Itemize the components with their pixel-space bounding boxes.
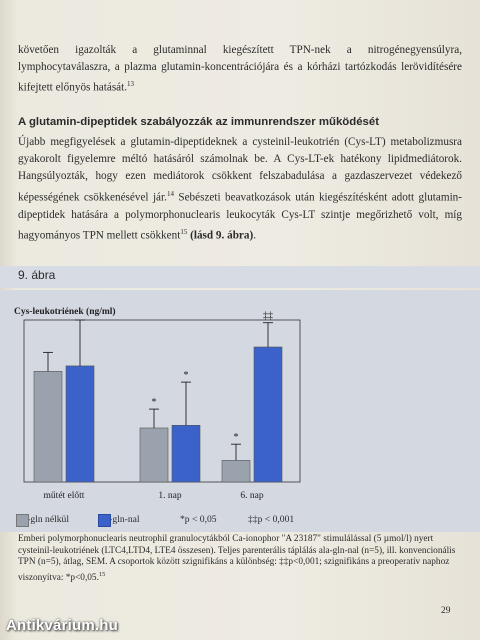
- paragraph-1-reference: 14: [166, 189, 174, 198]
- paragraph-2-reference: 15: [180, 227, 188, 236]
- category-label-2: 6. nap: [240, 491, 263, 501]
- legend-item-gray: ala-gln nélkül: [16, 514, 70, 527]
- annotation-1-1: *: [184, 370, 189, 381]
- category-label-1: 1. nap: [158, 491, 181, 501]
- paragraph-1: Újabb megfigyelések a glutamin-dipeptide…: [18, 134, 462, 245]
- intro-reference: 13: [127, 80, 135, 89]
- intro-text: követően igazolták a glutaminnal kiegész…: [18, 44, 462, 95]
- bar-2-0: [221, 460, 251, 483]
- bar-1-0: [139, 427, 169, 483]
- legend: ala-gln nélkül ala-gln-nal *p < 0,05 ‡‡p…: [16, 514, 456, 528]
- legend-label-gray: ala-gln nélkül: [16, 514, 70, 525]
- legend-label-blue: ala-gln-nal: [98, 514, 140, 525]
- legend-swatch-gray: [16, 514, 29, 527]
- legend-item-blue: ala-gln-nal: [98, 514, 140, 527]
- annotation-2-1: ‡‡: [263, 311, 273, 322]
- body-text: Újabb megfigyelések a glutamin-dipeptide…: [18, 134, 462, 245]
- caption-reference: 15: [98, 570, 106, 578]
- legend-significance-1: *p < 0,05: [180, 514, 217, 525]
- figure-label: 9. ábra: [18, 268, 56, 282]
- figure-header-band: [0, 266, 480, 288]
- bars-group: * * * ‡‡: [33, 311, 283, 483]
- bar-chart: Cys-leukotriének (ng/ml) * * * ‡‡ műtét elő…: [14, 306, 301, 501]
- category-labels: műtét előtt 1. nap 6. nap: [44, 491, 264, 501]
- paragraph-1-text: Újabb megfigyelések a glutamin-dipeptide…: [18, 136, 462, 204]
- paragraph-2-end: .: [253, 229, 256, 242]
- legend-swatch-blue: [98, 514, 111, 527]
- legend-significance-2: ‡‡p < 0,001: [248, 514, 295, 525]
- bar-0-0: [33, 371, 63, 483]
- intro-paragraph: követően igazolták a glutaminnal kiegész…: [18, 42, 462, 97]
- category-label-0: műtét előtt: [44, 491, 85, 501]
- paragraph-2-text: Sebészeti beavatkozások után kiegészítés…: [18, 191, 463, 242]
- annotation-1-0: *: [152, 397, 157, 408]
- figure-caption: Emberi polymorphonuclearis neutrophil gr…: [18, 534, 458, 584]
- page-number: 29: [441, 606, 451, 616]
- caption-text: Emberi polymorphonuclearis neutrophil gr…: [18, 534, 456, 583]
- figure-reference: (lásd 9. ábra): [190, 229, 254, 242]
- bar-0-1: [65, 365, 95, 483]
- y-axis-label: Cys-leukotriének (ng/ml): [14, 306, 116, 317]
- bar-1-1: [171, 425, 201, 483]
- watermark-logo: Antikvárium.hu: [6, 617, 118, 634]
- annotation-2-0: *: [234, 432, 239, 443]
- bar-2-1: [253, 346, 283, 483]
- section-title: A glutamin-dipeptidek szabályozzák az im…: [18, 116, 379, 128]
